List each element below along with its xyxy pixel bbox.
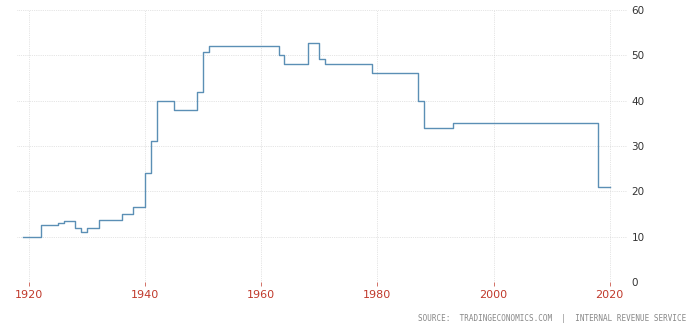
- Text: SOURCE:  TRADINGECONOMICS.COM  |  INTERNAL REVENUE SERVICE: SOURCE: TRADINGECONOMICS.COM | INTERNAL …: [418, 314, 686, 323]
